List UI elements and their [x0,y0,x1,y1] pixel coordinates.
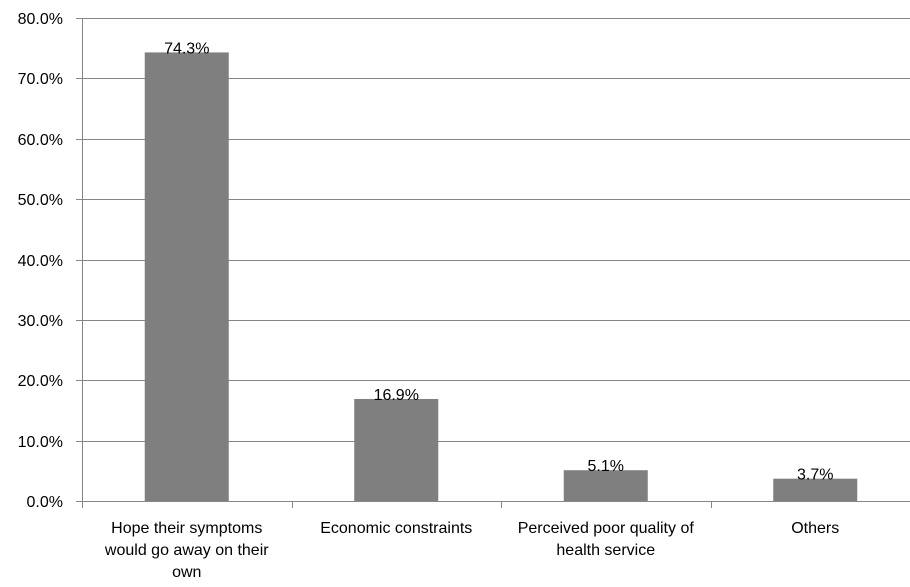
category-label-line: Others [791,520,839,537]
data-label: 3.7% [797,467,833,484]
bars [144,52,858,501]
data-label: 16.9% [374,387,419,404]
data-labels: 74.3% 16.9% 5.1% 3.7% [164,40,833,483]
category-labels: Hope their symptoms would go away on thei… [104,520,839,581]
category-label: Perceived poor quality of health service [518,520,695,559]
category-label: Others [791,520,839,537]
y-tick-labels: 0.0% 10.0% 20.0% 30.0% 40.0% 50.0% 60.0% 70.0% 8… [18,11,63,511]
bar [773,478,858,501]
y-tick-label: 30.0% [18,313,63,330]
y-tick-label: 0.0% [27,494,63,511]
y-tick-label: 10.0% [18,434,63,451]
category-label-line: Hope their symptoms [111,520,262,537]
category-label: Economic constraints [320,520,472,537]
axes [76,18,910,508]
y-tick-label: 20.0% [18,373,63,390]
y-tick-label: 40.0% [18,253,63,270]
bar [144,52,229,501]
data-label: 5.1% [588,458,624,475]
data-label: 74.3% [164,40,209,57]
bar [563,470,648,501]
y-tick-label: 70.0% [18,71,63,88]
category-label-line: own [172,564,201,581]
y-tick-label: 80.0% [18,11,63,28]
category-label-line: would go away on their [104,542,269,559]
category-label: Hope their symptoms would go away on thei… [104,520,269,581]
bar [354,398,439,501]
category-label-line: health service [556,542,655,559]
y-tick-label: 50.0% [18,192,63,209]
y-tick-label: 60.0% [18,132,63,149]
category-label-line: Perceived poor quality of [518,520,695,537]
category-label-line: Economic constraints [320,520,472,537]
